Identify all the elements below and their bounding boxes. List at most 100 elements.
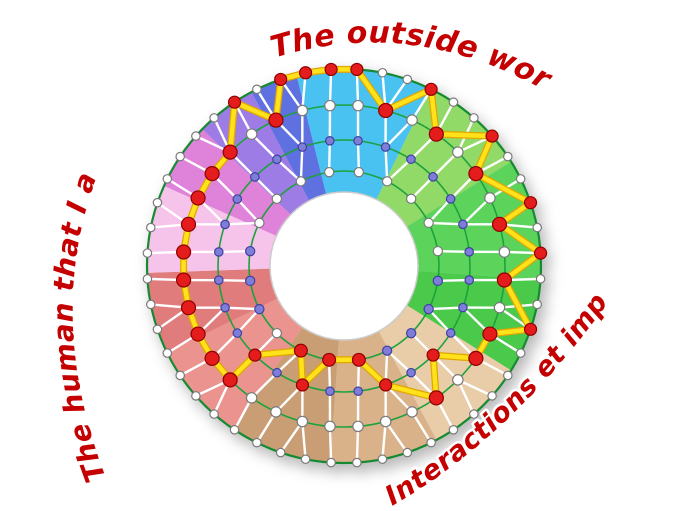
node-ring1-15[interactable]: [406, 406, 418, 418]
node-ring0-36[interactable]: [142, 248, 153, 258]
node-ring1-20[interactable]: [270, 406, 282, 418]
node-ring2-10[interactable]: [426, 348, 440, 362]
node-ring1-25[interactable]: [180, 300, 197, 316]
node-ring0-7[interactable]: [502, 151, 513, 162]
node-ring1-33[interactable]: [268, 112, 284, 128]
node-ring2-9[interactable]: [445, 328, 456, 338]
node-ring3-19[interactable]: [323, 166, 335, 178]
node-ring1-14[interactable]: [428, 390, 444, 406]
node-ring0-30[interactable]: [191, 391, 201, 401]
node-ring1-16[interactable]: [379, 415, 392, 428]
node-ring1-27[interactable]: [176, 244, 192, 260]
node-ring0-1[interactable]: [377, 67, 388, 78]
node-ring3-13[interactable]: [254, 303, 265, 315]
node-ring2-20[interactable]: [213, 275, 224, 285]
node-ring0-18[interactable]: [469, 409, 479, 419]
node-ring1-1[interactable]: [378, 102, 394, 119]
node-ring0-28[interactable]: [229, 424, 240, 435]
node-ring2-27[interactable]: [325, 135, 335, 146]
node-ring2-26[interactable]: [297, 142, 308, 152]
sector-indigo[interactable]: [251, 74, 327, 201]
node-ring0-16[interactable]: [502, 370, 513, 381]
node-ring3-10[interactable]: [322, 352, 337, 367]
node-ring3-1[interactable]: [381, 176, 393, 187]
node-ring1-8[interactable]: [498, 246, 511, 258]
node-ring0-32[interactable]: [162, 348, 173, 358]
node-ring2-16[interactable]: [272, 367, 282, 378]
node-ring1-6[interactable]: [484, 192, 496, 204]
node-ring0-9[interactable]: [523, 196, 538, 210]
node-ring2-2[interactable]: [406, 154, 416, 165]
node-ring2-5[interactable]: [458, 219, 468, 230]
node-ring1-23[interactable]: [204, 350, 220, 366]
node-ring1-19[interactable]: [296, 415, 309, 428]
node-ring0-20[interactable]: [426, 437, 436, 448]
node-ring0-17[interactable]: [487, 391, 497, 401]
node-ring1-10[interactable]: [493, 301, 506, 314]
node-ring2-6[interactable]: [464, 247, 475, 257]
node-ring2-8[interactable]: [458, 302, 468, 313]
node-ring0-40[interactable]: [175, 151, 186, 162]
node-ring2-7[interactable]: [464, 275, 475, 285]
node-ring0-3[interactable]: [424, 82, 438, 96]
node-ring1-5[interactable]: [468, 166, 484, 182]
node-ring3-9[interactable]: [351, 352, 366, 367]
node-ring1-26[interactable]: [176, 272, 192, 288]
node-ring0-19[interactable]: [448, 424, 459, 435]
node-ring1-21[interactable]: [245, 392, 258, 404]
node-ring1-2[interactable]: [406, 114, 418, 126]
node-ring3-12[interactable]: [271, 327, 283, 339]
node-ring0-34[interactable]: [145, 299, 156, 310]
node-ring1-18[interactable]: [324, 420, 336, 433]
node-ring2-0[interactable]: [353, 135, 363, 146]
node-ring3-6[interactable]: [423, 303, 434, 315]
node-ring0-37[interactable]: [145, 222, 156, 233]
node-ring0-26[interactable]: [275, 447, 286, 458]
node-ring1-30[interactable]: [204, 166, 220, 182]
sector-tan-light[interactable]: [378, 305, 512, 440]
node-ring1-3[interactable]: [428, 126, 444, 142]
node-ring0-45[interactable]: [274, 72, 288, 87]
node-ring0-24[interactable]: [326, 457, 336, 468]
node-ring1-12[interactable]: [468, 350, 484, 366]
node-ring2-24[interactable]: [250, 172, 260, 182]
node-ring1-7[interactable]: [491, 216, 508, 232]
node-ring1-32[interactable]: [245, 128, 258, 140]
node-ring2-17[interactable]: [248, 348, 262, 362]
sector-orchid[interactable]: [164, 129, 291, 236]
node-ring0-47[interactable]: [324, 62, 338, 77]
node-ring3-11[interactable]: [293, 343, 308, 358]
node-ring0-0[interactable]: [350, 62, 364, 77]
sector-tan-deep[interactable]: [233, 327, 339, 463]
node-ring1-11[interactable]: [482, 326, 498, 342]
node-ring1-28[interactable]: [180, 216, 197, 232]
node-ring0-23[interactable]: [352, 457, 362, 468]
node-ring0-11[interactable]: [533, 246, 548, 260]
node-ring2-23[interactable]: [232, 194, 243, 204]
sector-violet[interactable]: [202, 92, 310, 215]
node-ring1-22[interactable]: [222, 372, 238, 388]
node-ring3-17[interactable]: [271, 193, 283, 205]
node-ring0-6[interactable]: [485, 129, 499, 143]
node-ring0-12[interactable]: [535, 274, 546, 284]
node-ring3-8[interactable]: [381, 345, 393, 356]
node-ring0-39[interactable]: [162, 174, 173, 184]
sector-rose[interactable]: [147, 268, 278, 353]
node-ring0-4[interactable]: [448, 97, 459, 108]
node-ring1-34[interactable]: [296, 104, 309, 117]
node-ring1-35[interactable]: [324, 99, 336, 112]
node-ring1-0[interactable]: [352, 99, 364, 112]
node-ring0-43[interactable]: [227, 95, 242, 109]
node-ring0-5[interactable]: [469, 113, 479, 123]
node-ring0-2[interactable]: [402, 74, 413, 85]
node-ring3-0[interactable]: [353, 166, 365, 178]
node-ring1-24[interactable]: [190, 326, 206, 342]
node-ring3-2[interactable]: [405, 193, 417, 205]
node-ring3-5[interactable]: [432, 275, 444, 287]
node-ring0-25[interactable]: [300, 454, 311, 465]
node-ring0-29[interactable]: [209, 409, 219, 419]
node-ring1-4[interactable]: [452, 146, 464, 158]
node-ring0-10[interactable]: [532, 222, 543, 233]
node-ring0-41[interactable]: [191, 131, 201, 141]
node-ring0-21[interactable]: [402, 447, 413, 458]
